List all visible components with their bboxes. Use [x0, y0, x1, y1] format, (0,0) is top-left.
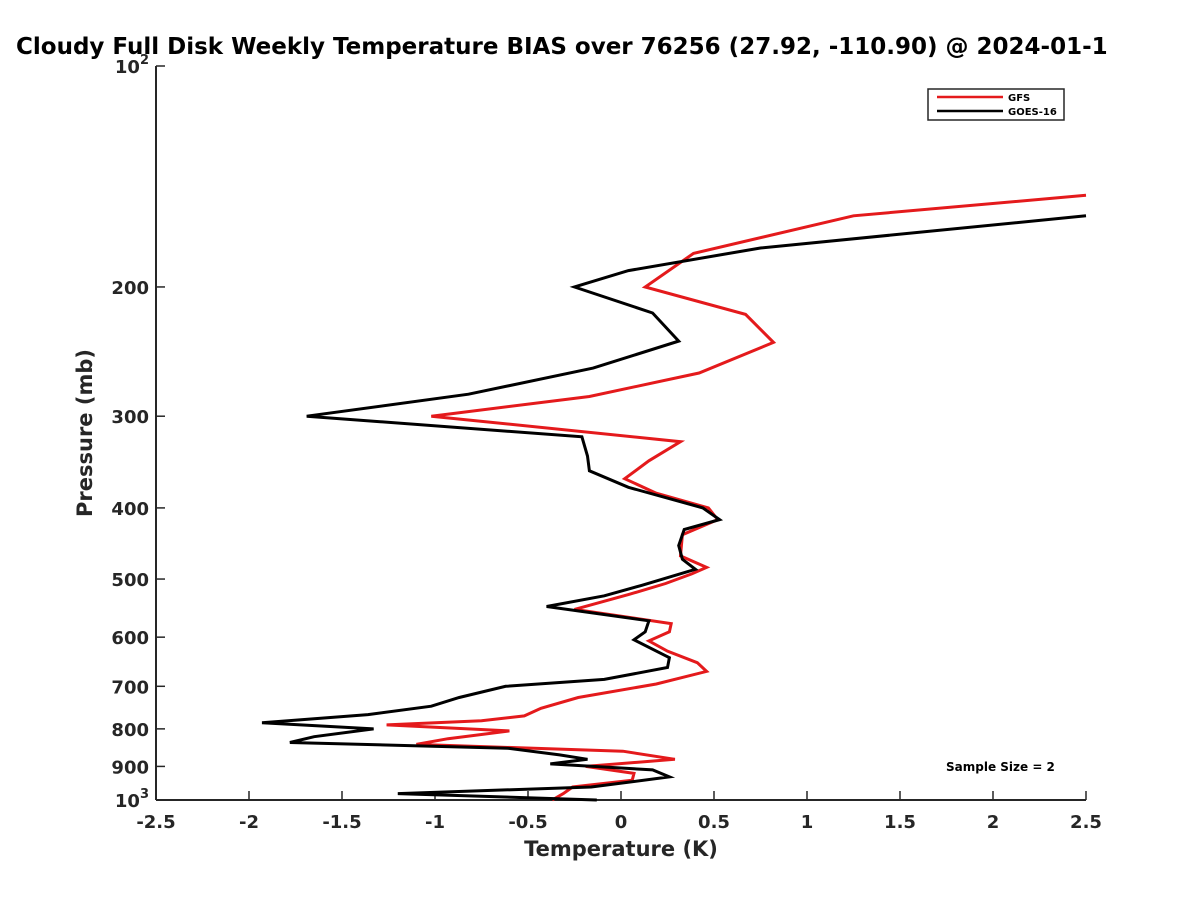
x-tick-label: 1 — [801, 812, 814, 833]
x-tick-label: 2.5 — [1070, 812, 1102, 833]
chart-title: Cloudy Full Disk Weekly Temperature BIAS… — [16, 34, 1108, 60]
series-line-goes16 — [261, 214, 1087, 802]
legend: GFS GOES-16 — [927, 88, 1065, 121]
series-layer — [261, 193, 1087, 802]
x-axis-label: Temperature (K) — [524, 837, 718, 861]
y-axis-label: Pressure (mb) — [73, 349, 97, 517]
y-tick-label: 700 — [111, 677, 149, 698]
legend-label-gfs: GFS — [1008, 93, 1030, 104]
y-tick-label: 600 — [111, 628, 149, 649]
sample-size-annotation: Sample Size = 2 — [946, 760, 1055, 774]
y-tick-label: 400 — [111, 499, 149, 520]
y-tick-label: 102 — [115, 53, 149, 78]
x-tick-label: 2 — [987, 812, 1000, 833]
y-tick-label: 200 — [111, 278, 149, 299]
y-tick-label: 300 — [111, 407, 149, 428]
x-tick-label: -2.5 — [136, 812, 175, 833]
legend-box — [927, 88, 1065, 121]
y-tick-label: 500 — [111, 570, 149, 591]
series-line-gfs — [386, 193, 1087, 802]
x-tick-label: 1.5 — [884, 812, 916, 833]
y-tick-label: 900 — [111, 757, 149, 778]
x-tick-label: -2 — [239, 812, 259, 833]
y-ticks: 102 200 300 400 500 600 700 800 900 103 — [111, 53, 165, 812]
x-tick-label: -1.5 — [322, 812, 361, 833]
x-tick-label: 0 — [615, 812, 628, 833]
y-tick-label: 800 — [111, 720, 149, 741]
x-tick-label: -0.5 — [508, 812, 547, 833]
y-tick-label: 103 — [115, 787, 149, 812]
legend-label-goes16: GOES-16 — [1008, 107, 1057, 118]
x-ticks: -2.5 -2 -1.5 -1 -0.5 0 0.5 1 1.5 2 2.5 — [136, 791, 1102, 833]
x-tick-label: 0.5 — [698, 812, 730, 833]
x-tick-label: -1 — [425, 812, 445, 833]
